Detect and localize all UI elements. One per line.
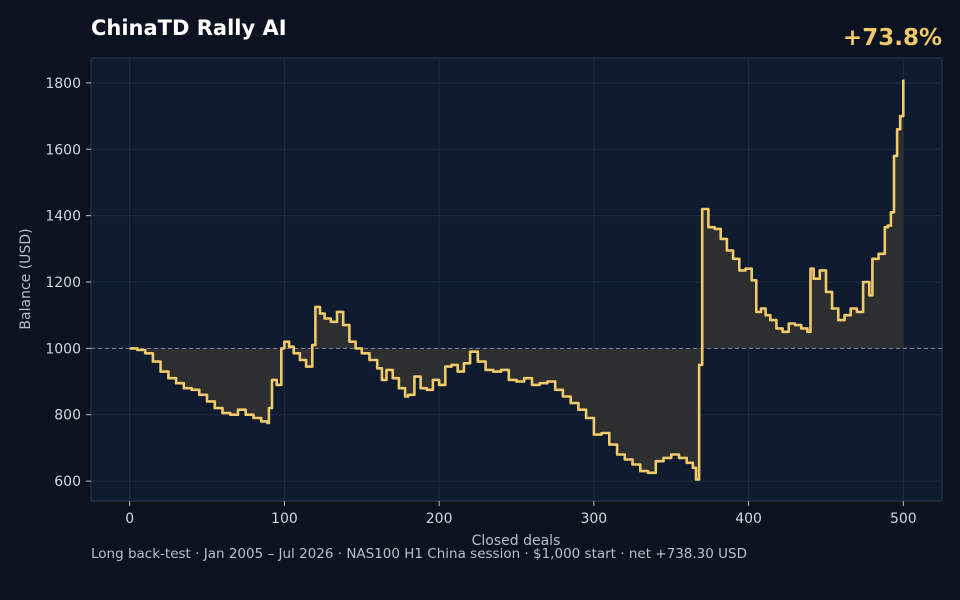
chart-title: ChinaTD Rally AI — [91, 16, 287, 40]
x-tick-label: 0 — [125, 511, 134, 527]
x-tick-label: 300 — [580, 511, 607, 527]
headline-return: +73.8% — [843, 25, 942, 51]
x-tick-label: 200 — [426, 511, 453, 527]
area-fill — [129, 79, 904, 480]
y-tick-label: 600 — [54, 474, 81, 490]
x-tick-labels: 0 100 200 300 400 500 — [125, 501, 917, 527]
x-tick-label: 400 — [735, 511, 762, 527]
y-tick-label: 800 — [54, 408, 81, 424]
y-axis-label: Balance (USD) — [18, 228, 34, 329]
y-tick-label: 1000 — [45, 341, 81, 357]
y-tick-label: 1600 — [45, 142, 81, 158]
y-tick-label: 1200 — [45, 275, 81, 291]
y-tick-label: 1400 — [45, 209, 81, 225]
x-tick-label: 500 — [890, 511, 917, 527]
equity-line — [129, 79, 905, 481]
x-axis-label: Closed deals — [472, 533, 561, 549]
y-tick-label: 1800 — [45, 76, 81, 92]
plot-area — [90, 57, 943, 502]
y-tick-labels: 600 800 1000 1200 1400 1600 1800 — [45, 76, 91, 490]
x-tick-label: 100 — [271, 511, 298, 527]
footer-note: Long back-test · Jan 2005 – Jul 2026 · N… — [91, 546, 747, 562]
